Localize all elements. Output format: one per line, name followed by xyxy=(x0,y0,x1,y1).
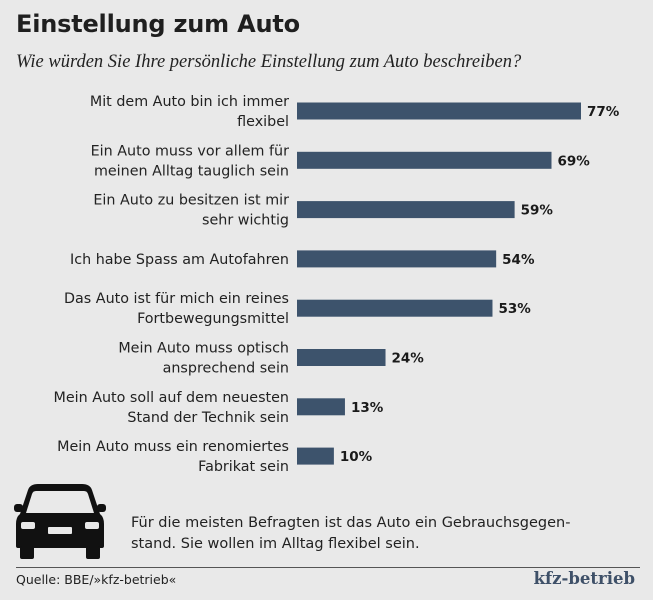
source-label: Quelle: BBE/»kfz-betrieb« xyxy=(16,572,177,587)
summary-note: Für die meisten Befragten ist das Auto e… xyxy=(131,513,631,555)
category-label-2-line-2: meinen Alltag tauglich sein xyxy=(94,163,289,179)
bar-8 xyxy=(297,447,334,465)
bar-5 xyxy=(297,299,493,317)
bar-1 xyxy=(297,102,581,120)
value-label-2: 69% xyxy=(557,153,590,169)
value-label-4: 54% xyxy=(502,252,535,268)
category-label-4-line-1: Ich habe Spass am Autofahren xyxy=(70,252,289,268)
category-label-3-line-2: sehr wichtig xyxy=(202,213,289,229)
category-label-2-line-1: Ein Auto muss vor allem für xyxy=(91,143,289,159)
value-label-5: 53% xyxy=(498,301,531,317)
category-label-3-line-1: Ein Auto zu besitzen ist mir xyxy=(93,193,289,209)
summary-note-line-1: Für die meisten Befragten ist das Auto e… xyxy=(131,515,571,531)
category-label-8-line-1: Mein Auto muss ein renomiertes xyxy=(57,439,289,455)
value-label-3: 59% xyxy=(521,203,554,219)
chart-title: Einstellung zum Auto xyxy=(16,10,300,38)
value-label-6: 24% xyxy=(392,351,425,367)
category-label-1-line-1: Mit dem Auto bin ich immer xyxy=(90,94,289,110)
category-label-6-line-2: ansprechend sein xyxy=(163,361,289,377)
bar-6 xyxy=(297,349,386,366)
value-label-1: 77% xyxy=(587,104,620,120)
car-front-icon xyxy=(14,484,106,559)
value-label-8: 10% xyxy=(340,449,373,465)
category-label-1-line-2: flexibel xyxy=(237,114,289,130)
bar-7 xyxy=(297,398,345,416)
category-label-8-line-2: Fabrikat sein xyxy=(198,459,289,475)
category-label-7-line-2: Stand der Technik sein xyxy=(127,410,289,426)
chart-subtitle: Wie würden Sie Ihre persönliche Einstell… xyxy=(16,52,522,72)
bar-4 xyxy=(297,250,497,268)
bar-chart: 77% Mit dem Auto bin ich immer flexibel 69%… xyxy=(53,94,620,475)
category-label-7-line-1: Mein Auto soll auf dem neuesten xyxy=(53,390,289,406)
value-label-7: 13% xyxy=(351,400,384,416)
bar-3 xyxy=(297,201,515,219)
category-label-5-line-2: Fortbewegungsmittel xyxy=(137,311,289,327)
summary-note-line-2: stand. Sie wollen im Alltag flexibel sei… xyxy=(131,536,420,552)
category-label-5-line-1: Das Auto ist für mich ein reines xyxy=(64,291,289,307)
footer-divider xyxy=(16,567,640,568)
category-label-6-line-1: Mein Auto muss optisch xyxy=(118,341,289,357)
bar-2 xyxy=(297,151,552,169)
brand-logo: kfz-betrieb xyxy=(533,569,635,588)
